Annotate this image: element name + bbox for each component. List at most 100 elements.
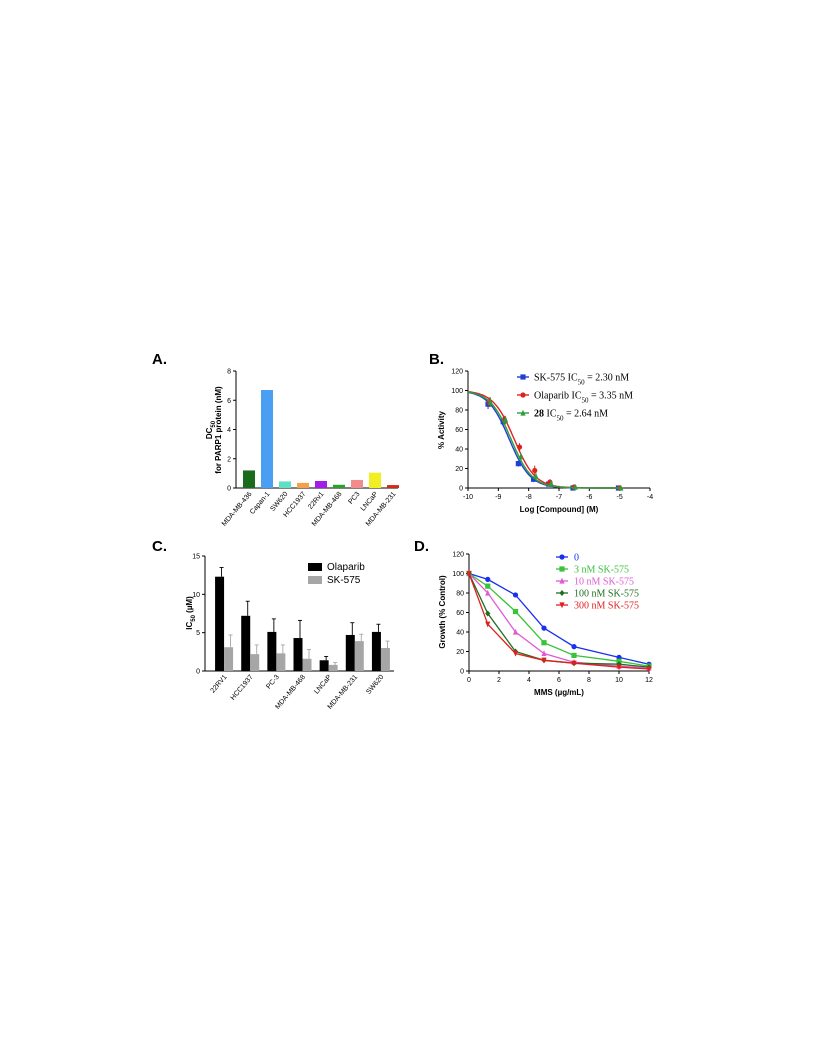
panel-b-legend-sub: 50	[557, 415, 565, 423]
panel-c-bar	[354, 641, 364, 671]
panel-d-data-point	[541, 640, 547, 646]
panel-b-legend-label: 28 IC50 = 2.64 nM	[534, 409, 608, 423]
panel-d-x-axis-title: MMS (µg/mL)	[534, 688, 584, 697]
panel-a-bar	[351, 479, 363, 488]
panel-b-y-tick-label: 0	[459, 486, 463, 493]
panel-c-bar	[371, 631, 381, 671]
panel-b-fit-curve	[467, 391, 620, 489]
panel-c-bar	[224, 647, 234, 671]
panel-a-y-axis-title-line2: for PARP1 protein (nM)	[214, 386, 223, 474]
panel-b-legend-name: IC	[544, 409, 557, 420]
panel-d-legend-label: 300 nM SK-575	[574, 601, 639, 612]
panel-d-y-tick-label: 40	[456, 630, 464, 637]
panel-c-legend-swatch	[308, 576, 322, 584]
panel-a-bar	[315, 480, 327, 488]
panel-c-bar	[302, 658, 312, 671]
panel-d-legend-marker	[559, 566, 565, 572]
panel-b-data-point	[487, 399, 494, 405]
panel-d-y-tick-label: 80	[456, 591, 464, 598]
panel-c-ylabel-ic: IC	[185, 622, 194, 630]
panel-b-data-point	[572, 483, 578, 490]
panel-c-y-tick-label: 0	[196, 669, 200, 676]
panel-c-bar	[293, 638, 303, 671]
panel-d-data-point	[571, 652, 577, 658]
panel-a-bar	[261, 390, 273, 488]
panel-d-legend-label: 3 nM SK-575	[574, 565, 629, 576]
panel-b-x-tick-label: -9	[495, 494, 501, 501]
panel-d-x-tick-label: 6	[557, 677, 561, 684]
panel-b-legend-rest: = 2.30 nM	[585, 373, 630, 384]
panel-d-legend-label: 10 nM SK-575	[574, 577, 634, 588]
panel-b-legend-label: Olaparib IC50 = 3.35 nM	[534, 391, 633, 405]
panel-b-x-tick-label: -6	[586, 494, 592, 501]
panel-c-x-tick-label: SW620	[365, 674, 385, 696]
panel-d-data-point	[646, 666, 652, 673]
panel-b-x-tick-label: -7	[556, 494, 562, 501]
panel-d-legend-marker	[559, 602, 565, 609]
panel-a-bar	[333, 484, 345, 488]
panel-a-chart: A. DC50 for PARP1 protein (nM) 0 2 4 6 8 MDA-…	[152, 351, 399, 528]
panel-d-data-point	[541, 650, 547, 657]
panel-b-x-tick-label: -4	[647, 494, 653, 501]
panel-b-x-tick-label: -10	[463, 494, 473, 501]
panel-a-bar	[387, 485, 399, 488]
panel-d-y-axis-title: Growth (% Control)	[438, 575, 447, 649]
panel-d-data-point	[571, 644, 577, 650]
panel-b-legend-marker	[520, 392, 526, 398]
panel-c-ylabel-sub: 50	[191, 614, 197, 621]
panel-c-x-tick-label: 22RV1	[210, 674, 229, 695]
panel-a-y-tick-label: 0	[227, 486, 231, 493]
panel-b-data-point	[516, 444, 523, 450]
panel-d-x-tick-label: 12	[645, 677, 653, 684]
panel-d-label: D.	[414, 538, 429, 555]
panel-b-legend-bold: 28	[534, 409, 544, 420]
panel-d-x-tick-label: 10	[615, 677, 623, 684]
panel-a-label: A.	[152, 351, 167, 368]
panel-b-legend-sub: 50	[582, 397, 590, 405]
panel-a-bar	[369, 472, 381, 488]
panel-c-label: C.	[152, 538, 167, 555]
panel-b-x-axis-title: Log [Compound] (M)	[520, 505, 599, 514]
panel-a-y-tick-label: 6	[227, 398, 231, 405]
panel-b-data-point	[515, 461, 521, 467]
panel-a-x-tick-label: MDA-MB-436	[221, 491, 254, 528]
panel-c-y-axis-title: IC50 (µM)	[185, 596, 197, 630]
panel-d-legend-marker	[559, 554, 565, 560]
panel-c-legend-swatch	[308, 563, 322, 571]
panel-b-legend-rest: = 3.35 nM	[589, 391, 634, 402]
panel-d-data-point	[485, 621, 491, 628]
panel-a-ylabel-dc: DC	[205, 427, 214, 439]
panel-b-y-tick-label: 20	[455, 466, 463, 473]
panel-d-y-tick-label: 60	[456, 610, 464, 617]
panel-c-y-tick-label: 10	[192, 592, 200, 599]
panel-a-bar	[279, 481, 291, 488]
panel-b-y-tick-label: 100	[451, 388, 463, 395]
panel-b-legend-marker	[520, 374, 526, 380]
panel-c-bar	[380, 648, 390, 671]
panel-a-y-tick-label: 2	[227, 456, 231, 463]
panel-c-y-tick-label: 5	[196, 630, 200, 637]
panel-d-data-point	[466, 570, 472, 577]
panel-a-bar	[243, 470, 255, 488]
panel-c-x-tick-label: HCC1937	[230, 674, 255, 702]
panel-d-y-tick-label: 0	[460, 669, 464, 676]
panel-d-y-tick-label: 20	[456, 649, 464, 656]
panel-d-data-point	[571, 660, 577, 667]
panel-d-data-point	[541, 625, 547, 631]
panel-c-x-tick-label: LNCaP	[313, 674, 333, 696]
panel-a-y-tick-label: 8	[227, 369, 231, 376]
panel-b-y-tick-label: 80	[455, 408, 463, 415]
panel-b-data-point	[503, 416, 509, 423]
panel-b-data-point	[548, 479, 554, 486]
panel-c-bar	[267, 631, 277, 671]
panel-b-legend-label: SK-575 IC50 = 2.30 nM	[534, 373, 629, 387]
panel-b-chart: B. Log [Compound] (M) % Activity -10 -9 -8…	[429, 351, 653, 514]
panel-d-x-tick-label: 8	[587, 677, 591, 684]
panel-d-data-point	[616, 664, 622, 671]
panel-d-x-tick-label: 2	[497, 677, 501, 684]
panel-c-x-tick-label: PC-3	[265, 674, 281, 691]
panel-b-data-point	[533, 473, 539, 479]
panel-a-bar	[297, 482, 309, 488]
